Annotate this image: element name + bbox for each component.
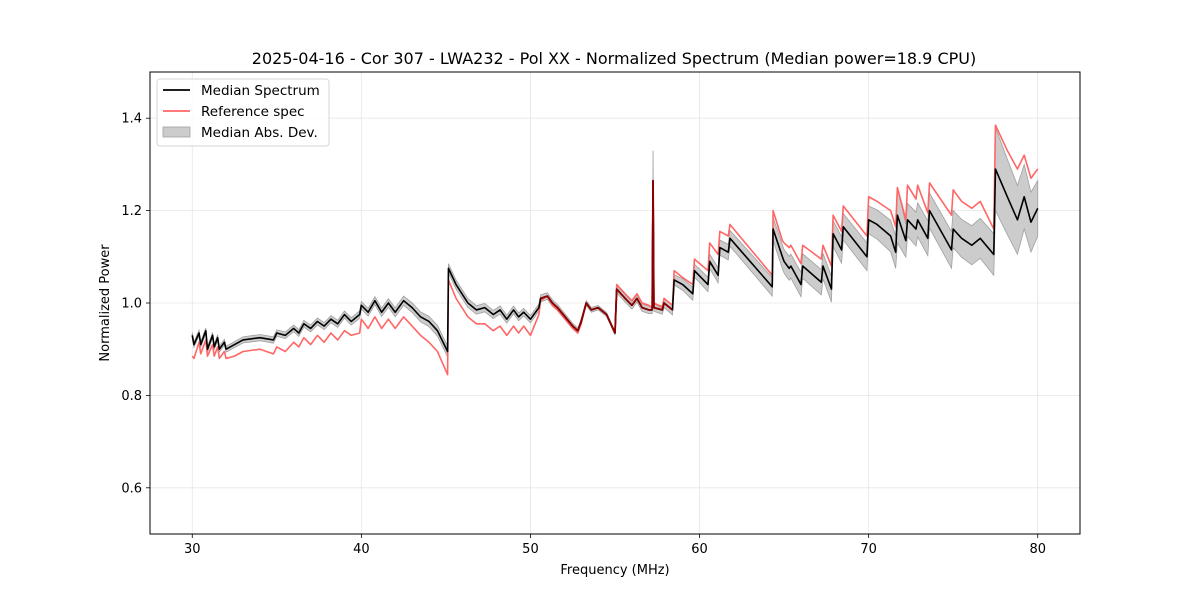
legend-box — [156, 78, 330, 147]
overlap-segments — [540, 180, 674, 334]
legend-mad-swatch — [162, 126, 191, 138]
overlap-segment — [653, 306, 663, 311]
overlap-segment — [616, 288, 626, 299]
overlap-segment — [546, 295, 554, 304]
x-tick-label: 80 — [1029, 542, 1046, 557]
plot-layer — [191, 124, 1039, 376]
x-axis-label: Frequency (MHz) — [560, 563, 669, 578]
y-tick-label: 1.0 — [121, 297, 142, 312]
y-tick-label: 1.2 — [121, 204, 142, 219]
x-tick-label: 70 — [860, 542, 877, 557]
y-tick-label: 1.4 — [121, 112, 142, 127]
overlap-segment — [572, 325, 579, 332]
legend-median-label: Median Spectrum — [201, 83, 320, 99]
overlap-segment — [641, 306, 650, 311]
x-tick-label: 40 — [353, 542, 370, 557]
overlap-segment — [556, 307, 574, 327]
overlap-segment — [591, 306, 599, 311]
y-tick-label: 0.6 — [121, 481, 142, 496]
overlap-segment — [585, 302, 593, 311]
overlap-segment — [636, 297, 643, 309]
overlap-segment — [614, 289, 618, 334]
overlap-segment — [631, 297, 638, 306]
overlap-segment — [624, 297, 633, 306]
legend-reference-label: Reference spec — [201, 104, 305, 120]
overlap-segment — [580, 302, 588, 322]
legend: Median Spectrum Reference spec Median Ab… — [156, 78, 330, 147]
chart-title: 2025-04-16 - Cor 307 - LWA232 - Pol XX -… — [252, 49, 976, 68]
overlap-segment — [540, 295, 548, 300]
x-tick-label: 50 — [522, 542, 539, 557]
overlap-segment — [661, 302, 665, 311]
y-tick-label: 0.8 — [121, 389, 142, 404]
x-tick-label: 30 — [184, 542, 201, 557]
overlap-segment — [663, 302, 674, 311]
overlap-segment — [597, 306, 608, 316]
y-axis-ticks: 0.6 0.8 1.0 1.2 1.4 — [121, 112, 150, 496]
x-tick-label: 60 — [691, 542, 708, 557]
y-axis-label: Normalized Power — [98, 244, 113, 362]
overlap-segment — [551, 302, 559, 309]
overlap-segment — [576, 321, 583, 332]
x-axis-ticks: 30 40 50 60 70 80 — [184, 534, 1046, 557]
overlap-segment — [605, 314, 616, 334]
grid — [150, 72, 1080, 534]
overlap-segment — [652, 180, 655, 308]
legend-mad-label: Median Abs. Dev. — [201, 125, 318, 141]
